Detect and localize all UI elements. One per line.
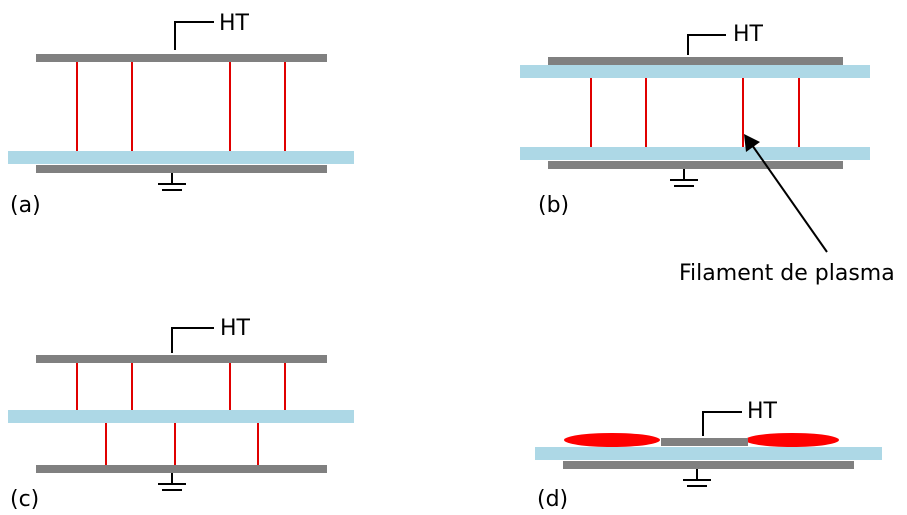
panel-label-b: (b): [538, 193, 569, 218]
dielectric-barrier: [8, 151, 354, 164]
hv-label: HT: [733, 22, 764, 47]
hv-electrode: [548, 57, 843, 65]
hv-electrode-surface: [661, 438, 748, 446]
panel-a: HT (a): [8, 11, 354, 218]
ground-electrode: [563, 461, 854, 469]
ground-symbol: [158, 173, 186, 191]
hv-lead-wire: [174, 21, 214, 50]
surface-plasma-right: [745, 433, 839, 447]
panel-label-a: (a): [10, 193, 41, 218]
hv-label: HT: [747, 399, 778, 424]
ground-symbol: [158, 473, 186, 491]
callout-arrow: [744, 134, 828, 253]
hv-lead-wire: [687, 34, 726, 55]
panel-label-c: (c): [10, 487, 39, 512]
ground-electrode: [36, 165, 327, 173]
panel-label-d: (d): [537, 487, 568, 512]
surface-plasma-left: [564, 433, 660, 447]
panel-c: HT (c): [8, 316, 354, 512]
dielectric-barrier-top: [520, 65, 870, 78]
ground-electrode: [36, 465, 327, 473]
hv-label: HT: [220, 316, 251, 341]
hv-label: HT: [219, 11, 250, 36]
hv-lead-wire: [702, 411, 742, 436]
panel-d: HT (d): [535, 399, 882, 512]
ground-electrode: [548, 161, 843, 169]
ground-symbol: [683, 469, 711, 487]
hv-lead-wire: [171, 327, 214, 353]
dielectric-barrier: [535, 447, 882, 460]
hv-electrode: [36, 355, 327, 363]
panel-b: HT (b) Filament de plasma: [520, 22, 895, 286]
dielectric-barrier-bottom: [520, 147, 870, 160]
filament-callout-label: Filament de plasma: [679, 261, 895, 286]
dielectric-barrier-middle: [8, 410, 354, 423]
hv-electrode: [36, 54, 327, 62]
ground-symbol: [670, 169, 698, 187]
